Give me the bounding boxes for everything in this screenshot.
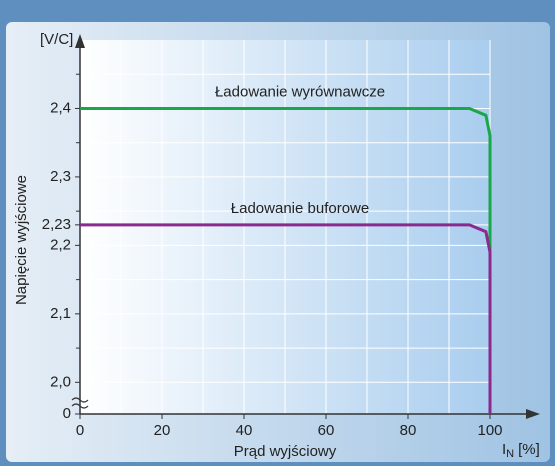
x-tick-label: 100 <box>477 422 502 439</box>
x-tick-label: 80 <box>400 422 417 439</box>
x-unit-subscript: N <box>506 448 514 460</box>
y-label: Napięcie wyjściowe <box>13 175 30 305</box>
series-label: Ładowanie wyrównawcze <box>215 83 385 100</box>
chart: [V/C] Napięcie wyjściowe Prąd wyjściowy … <box>0 0 555 466</box>
x-tick-label: 60 <box>318 422 335 439</box>
x-label: Prąd wyjściowy <box>234 443 337 460</box>
y-tick-label: 2,1 <box>50 305 71 322</box>
y-unit: [V/C] <box>40 31 73 48</box>
y-tick-label: 2,23 <box>42 216 71 233</box>
x-unit-unit: [%] <box>518 441 540 458</box>
y-tick-label: 2,4 <box>50 99 71 116</box>
x-tick-label: 0 <box>76 422 84 439</box>
y-tick-label: 2,2 <box>50 236 71 253</box>
y-tick-label: 2,3 <box>50 168 71 185</box>
y-tick-label: 2,0 <box>50 373 71 390</box>
y-tick-label: 0 <box>63 405 71 422</box>
x-tick-label: 40 <box>236 422 253 439</box>
x-tick-label: 20 <box>154 422 171 439</box>
series-label: Ładowanie buforowe <box>231 200 369 217</box>
